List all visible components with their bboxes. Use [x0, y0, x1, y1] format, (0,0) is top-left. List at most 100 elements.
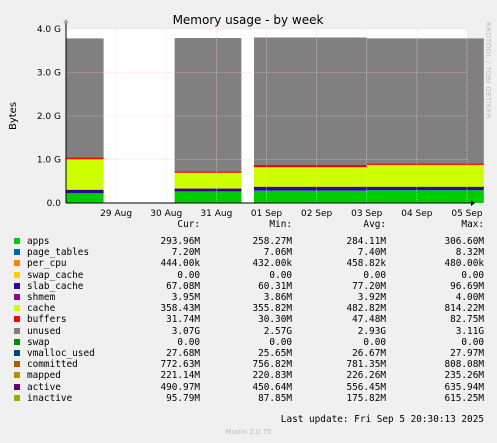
legend-swatch	[14, 294, 20, 300]
legend-min-value: 60.31M	[258, 280, 292, 292]
legend-series-name: mapped	[27, 370, 61, 382]
legend-avg-value: 781.35M	[346, 359, 386, 371]
legend-max-value: 27.97M	[450, 348, 484, 359]
legend-series-name: apps	[27, 236, 50, 247]
legend-swatch	[14, 361, 20, 368]
legend-avg-value: 458.82k	[346, 258, 386, 270]
legend-row-shmem: shmem 3.95M 3.86M 3.92M 4.00M	[0, 292, 497, 303]
legend-header: Cur: Min: Avg: Max:	[0, 219, 497, 230]
legend-max-value: 8.32M	[455, 247, 484, 259]
y-axis-label: Bytes	[8, 102, 19, 130]
legend-cur-value: 0.00	[177, 269, 200, 281]
legend-avg-value: 482.82M	[346, 303, 386, 315]
legend-avg-value: 0.00	[363, 269, 386, 281]
legend-series-name: unused	[27, 325, 61, 337]
y-tick-label: 3.0 G	[37, 69, 61, 79]
legend-max-value: 635.94M	[444, 381, 484, 393]
y-tick-label: 4.0 G	[37, 25, 61, 35]
legend-max-value: 82.75M	[450, 314, 484, 326]
x-tick-label: 31 Aug	[200, 209, 232, 219]
area-cache-seg0	[66, 159, 104, 190]
legend-cur-value: 31.74M	[166, 314, 200, 326]
legend-cur-value: 772.63M	[160, 359, 200, 371]
legend-min-value: 2.57G	[263, 325, 292, 337]
legend-cur-value: 3.95M	[171, 292, 200, 303]
legend-swatch	[14, 316, 20, 323]
legend-avg-value: 226.26M	[346, 370, 386, 382]
legend-cur-value: 7.20M	[171, 247, 200, 259]
legend-cur-value: 358.43M	[160, 303, 200, 315]
legend-series-name: slab_cache	[27, 280, 84, 292]
area-slab_cache-seg0	[66, 189, 104, 193]
legend-avg-value: 47.48M	[352, 314, 386, 326]
legend-min-value: 355.82M	[252, 303, 292, 315]
legend-max-value: 306.60M	[444, 236, 484, 247]
area-cache-seg1	[174, 172, 242, 189]
legend-row-unused: unused 3.07G 2.57G 2.93G 3.11G	[0, 326, 497, 337]
area-unused-seg2	[254, 37, 367, 165]
legend-swatch	[14, 282, 20, 289]
header-min: Min:	[269, 219, 292, 230]
legend-row-swap_cache: swap_cache 0.00 0.00 0.00 0.00	[0, 270, 497, 281]
legend-swatch	[14, 305, 20, 312]
legend-swatch	[14, 249, 20, 256]
legend-cur-value: 3.07G	[171, 325, 200, 337]
legend-row-per_cpu: per_cpu 444.00k 432.00k 458.82k 480.00k	[0, 258, 497, 269]
y-tick-label: 2.0 G	[37, 112, 61, 122]
legend-max-value: 0.00	[461, 269, 484, 281]
legend-avg-value: 0.00	[363, 336, 386, 348]
legend-row-committed: committed 772.63M 756.82M 781.35M 808.08M	[0, 359, 497, 370]
legend-min-value: 258.27M	[252, 236, 292, 247]
y-tick-label: 1.0 G	[37, 156, 61, 166]
x-tick-label: 30 Aug	[150, 209, 182, 219]
legend-series-name: shmem	[27, 292, 56, 303]
area-apps-seg3	[366, 190, 484, 203]
x-tick-label: 29 Aug	[100, 209, 132, 219]
legend-avg-value: 77.20M	[352, 280, 386, 292]
legend-row-inactive: inactive 95.79M 87.85M 175.82M 615.25M	[0, 393, 497, 404]
legend-max-value: 96.69M	[450, 280, 484, 292]
area-slab_cache-seg2	[254, 186, 367, 191]
area-cache-seg2	[254, 167, 367, 187]
munin-version: Munin 2.0.75	[225, 428, 272, 436]
legend-row-buffers: buffers 31.74M 30.30M 47.48M 82.75M	[0, 314, 497, 325]
legend-min-value: 25.65M	[258, 348, 292, 359]
legend-cur-value: 490.97M	[160, 381, 200, 393]
legend-row-cache: cache 358.43M 355.82M 482.82M 814.22M	[0, 303, 497, 314]
legend-avg-value: 284.11M	[346, 236, 386, 247]
area-unused-seg0	[66, 38, 104, 158]
memory-chart: 0.0 1.0 G 2.0 G 3.0 G 4.0 G 29 Aug 30 Aug 31 Au…	[8, 13, 484, 219]
legend-max-value: 814.22M	[444, 303, 484, 315]
legend-max-value: 4.00M	[455, 292, 484, 303]
legend-row-apps: apps 293.96M 258.27M 284.11M 306.60M	[0, 236, 497, 247]
y-tick-label: 0.0	[47, 199, 62, 209]
header-avg: Avg:	[363, 219, 386, 230]
area-slab_cache-seg3	[366, 186, 484, 190]
legend-swatch	[14, 350, 20, 356]
y-axis-arrow	[63, 19, 69, 23]
legend-avg-value: 3.92M	[357, 292, 386, 303]
area-apps-seg2	[254, 190, 367, 203]
legend-series-name: cache	[27, 303, 56, 315]
legend-cur-value: 293.96M	[160, 236, 200, 247]
legend-swatch	[14, 383, 20, 390]
last-update: Last update: Fri Sep 5 20:30:13 2025	[280, 414, 484, 425]
legend-min-value: 756.82M	[252, 359, 292, 371]
legend-max-value: 235.26M	[444, 370, 484, 382]
legend-swatch	[14, 238, 20, 244]
legend-cur-value: 67.08M	[166, 280, 200, 292]
legend-min-value: 450.64M	[252, 381, 292, 393]
legend-avg-value: 7.40M	[357, 247, 386, 259]
legend-swatch	[14, 394, 20, 401]
legend-avg-value: 175.82M	[346, 392, 386, 404]
legend-min-value: 7.06M	[263, 247, 292, 259]
area-slab_cache-seg1	[174, 188, 242, 192]
legend-cur-value: 95.79M	[166, 392, 200, 404]
legend-cur-value: 444.00k	[160, 258, 200, 270]
legend-avg-value: 556.45M	[346, 381, 386, 393]
legend-row-slab_cache: slab_cache 67.08M 60.31M 77.20M 96.69M	[0, 281, 497, 292]
legend-series-name: active	[27, 381, 61, 393]
legend-max-value: 3.11G	[455, 325, 484, 337]
area-buffers-seg1	[174, 171, 242, 173]
legend-max-value: 808.08M	[444, 359, 484, 371]
